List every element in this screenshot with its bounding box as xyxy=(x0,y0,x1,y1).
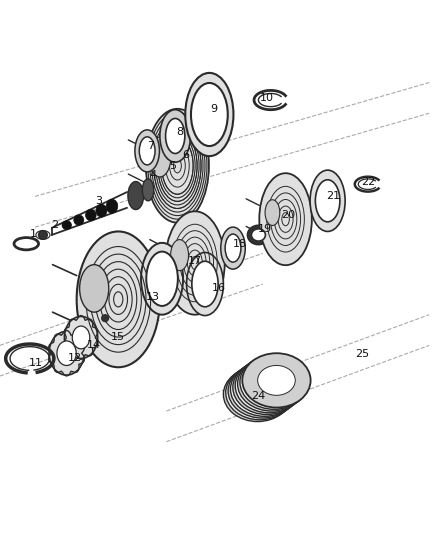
Text: 24: 24 xyxy=(251,391,265,401)
Ellipse shape xyxy=(239,379,276,409)
Ellipse shape xyxy=(74,215,84,225)
Ellipse shape xyxy=(146,109,209,223)
Ellipse shape xyxy=(62,221,71,230)
Text: 10: 10 xyxy=(260,93,274,103)
Ellipse shape xyxy=(253,369,290,399)
Text: 3: 3 xyxy=(95,196,102,206)
Ellipse shape xyxy=(241,378,279,408)
Text: 7: 7 xyxy=(148,141,155,151)
Ellipse shape xyxy=(315,180,340,222)
Ellipse shape xyxy=(141,243,183,314)
Text: 9: 9 xyxy=(210,104,217,114)
Ellipse shape xyxy=(248,373,286,402)
Ellipse shape xyxy=(165,211,225,314)
Text: 14: 14 xyxy=(87,341,101,350)
Ellipse shape xyxy=(57,341,76,366)
Ellipse shape xyxy=(255,367,293,397)
Ellipse shape xyxy=(237,357,306,411)
Ellipse shape xyxy=(160,110,191,162)
Ellipse shape xyxy=(259,173,312,265)
Ellipse shape xyxy=(149,137,171,177)
Ellipse shape xyxy=(230,362,299,416)
Text: 4: 4 xyxy=(150,169,157,180)
Ellipse shape xyxy=(128,182,144,209)
Text: 5: 5 xyxy=(170,161,177,171)
Ellipse shape xyxy=(235,359,304,413)
Text: 8: 8 xyxy=(176,127,183,136)
Ellipse shape xyxy=(72,326,90,349)
Ellipse shape xyxy=(310,170,345,231)
Ellipse shape xyxy=(80,265,109,312)
Ellipse shape xyxy=(223,367,292,422)
Text: 13: 13 xyxy=(146,292,160,302)
Text: 21: 21 xyxy=(326,191,340,201)
Text: 18: 18 xyxy=(233,239,247,249)
Text: 11: 11 xyxy=(29,358,43,368)
Ellipse shape xyxy=(135,130,159,172)
Text: 2: 2 xyxy=(51,220,58,230)
Text: 1: 1 xyxy=(29,229,36,239)
Ellipse shape xyxy=(146,252,178,306)
Text: 25: 25 xyxy=(356,349,370,359)
Ellipse shape xyxy=(225,234,241,262)
Ellipse shape xyxy=(85,209,96,221)
Ellipse shape xyxy=(142,179,154,201)
Ellipse shape xyxy=(251,229,265,241)
Ellipse shape xyxy=(228,364,297,418)
Ellipse shape xyxy=(96,204,107,217)
Text: 20: 20 xyxy=(281,210,295,220)
Text: 19: 19 xyxy=(258,224,272,235)
Text: 15: 15 xyxy=(111,332,125,342)
Text: 12: 12 xyxy=(67,353,81,364)
Ellipse shape xyxy=(226,366,294,420)
Ellipse shape xyxy=(64,317,98,359)
Text: 16: 16 xyxy=(212,282,226,293)
Ellipse shape xyxy=(246,374,283,404)
Ellipse shape xyxy=(247,225,269,245)
Ellipse shape xyxy=(221,227,245,269)
Ellipse shape xyxy=(106,199,118,213)
Ellipse shape xyxy=(242,353,311,408)
Ellipse shape xyxy=(233,360,301,415)
Ellipse shape xyxy=(139,137,155,165)
Ellipse shape xyxy=(166,118,185,154)
Ellipse shape xyxy=(39,231,47,239)
Ellipse shape xyxy=(265,200,280,225)
Text: 17: 17 xyxy=(188,256,202,266)
Ellipse shape xyxy=(14,238,39,250)
Ellipse shape xyxy=(102,314,109,322)
Ellipse shape xyxy=(191,83,228,146)
Text: 22: 22 xyxy=(361,177,375,188)
Ellipse shape xyxy=(258,366,295,395)
Ellipse shape xyxy=(251,370,288,401)
Ellipse shape xyxy=(171,240,188,271)
Ellipse shape xyxy=(185,73,233,156)
Ellipse shape xyxy=(240,355,308,409)
Ellipse shape xyxy=(49,332,84,375)
Ellipse shape xyxy=(77,231,160,367)
Text: 6: 6 xyxy=(183,150,190,160)
Ellipse shape xyxy=(192,261,218,307)
Ellipse shape xyxy=(187,253,223,316)
Ellipse shape xyxy=(244,376,281,406)
